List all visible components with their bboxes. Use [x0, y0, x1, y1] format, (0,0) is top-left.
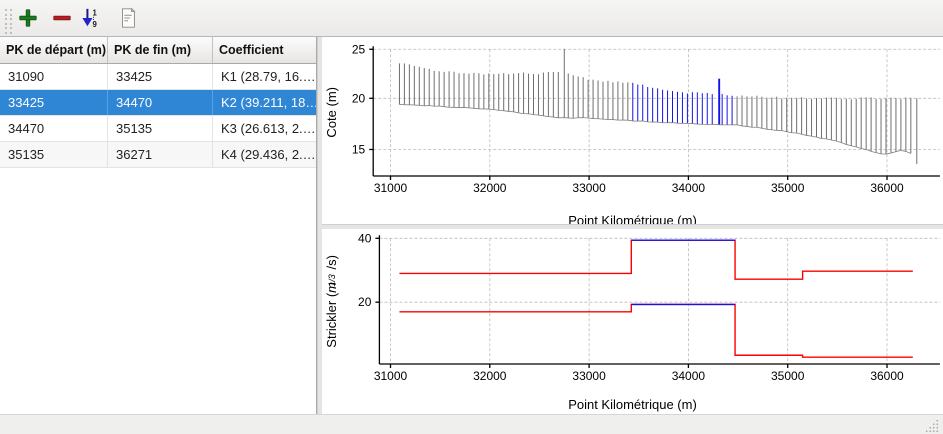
svg-text:1: 1: [92, 8, 97, 17]
svg-text:15: 15: [352, 142, 366, 156]
svg-text:34000: 34000: [672, 369, 706, 383]
svg-text:20: 20: [352, 91, 366, 105]
svg-text:35000: 35000: [771, 181, 805, 195]
svg-text:40: 40: [358, 231, 372, 245]
svg-text:33000: 33000: [572, 369, 606, 383]
svg-text:35000: 35000: [771, 369, 805, 383]
svg-text:36000: 36000: [870, 181, 904, 195]
svg-text:9: 9: [92, 20, 97, 29]
svg-text:32000: 32000: [473, 181, 507, 195]
svg-text:31000: 31000: [374, 369, 408, 383]
svg-text:25: 25: [352, 42, 366, 56]
svg-text:31000: 31000: [374, 181, 408, 195]
svg-text:33000: 33000: [572, 181, 606, 195]
svg-text:36000: 36000: [870, 369, 904, 383]
svg-text:34000: 34000: [672, 181, 706, 195]
svg-text:20: 20: [358, 295, 372, 309]
svg-text:32000: 32000: [473, 369, 507, 383]
